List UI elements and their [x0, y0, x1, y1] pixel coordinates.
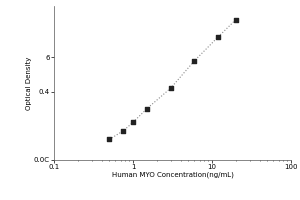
- Point: [233, 18, 238, 21]
- Point: [107, 138, 112, 141]
- Point: [130, 121, 135, 124]
- Point: [192, 59, 197, 62]
- Y-axis label: Optical Density: Optical Density: [26, 56, 32, 110]
- Point: [168, 87, 173, 90]
- X-axis label: Human MYO Concentration(ng/mL): Human MYO Concentration(ng/mL): [112, 172, 233, 178]
- Point: [121, 129, 125, 133]
- Point: [216, 35, 221, 38]
- Point: [145, 107, 149, 110]
